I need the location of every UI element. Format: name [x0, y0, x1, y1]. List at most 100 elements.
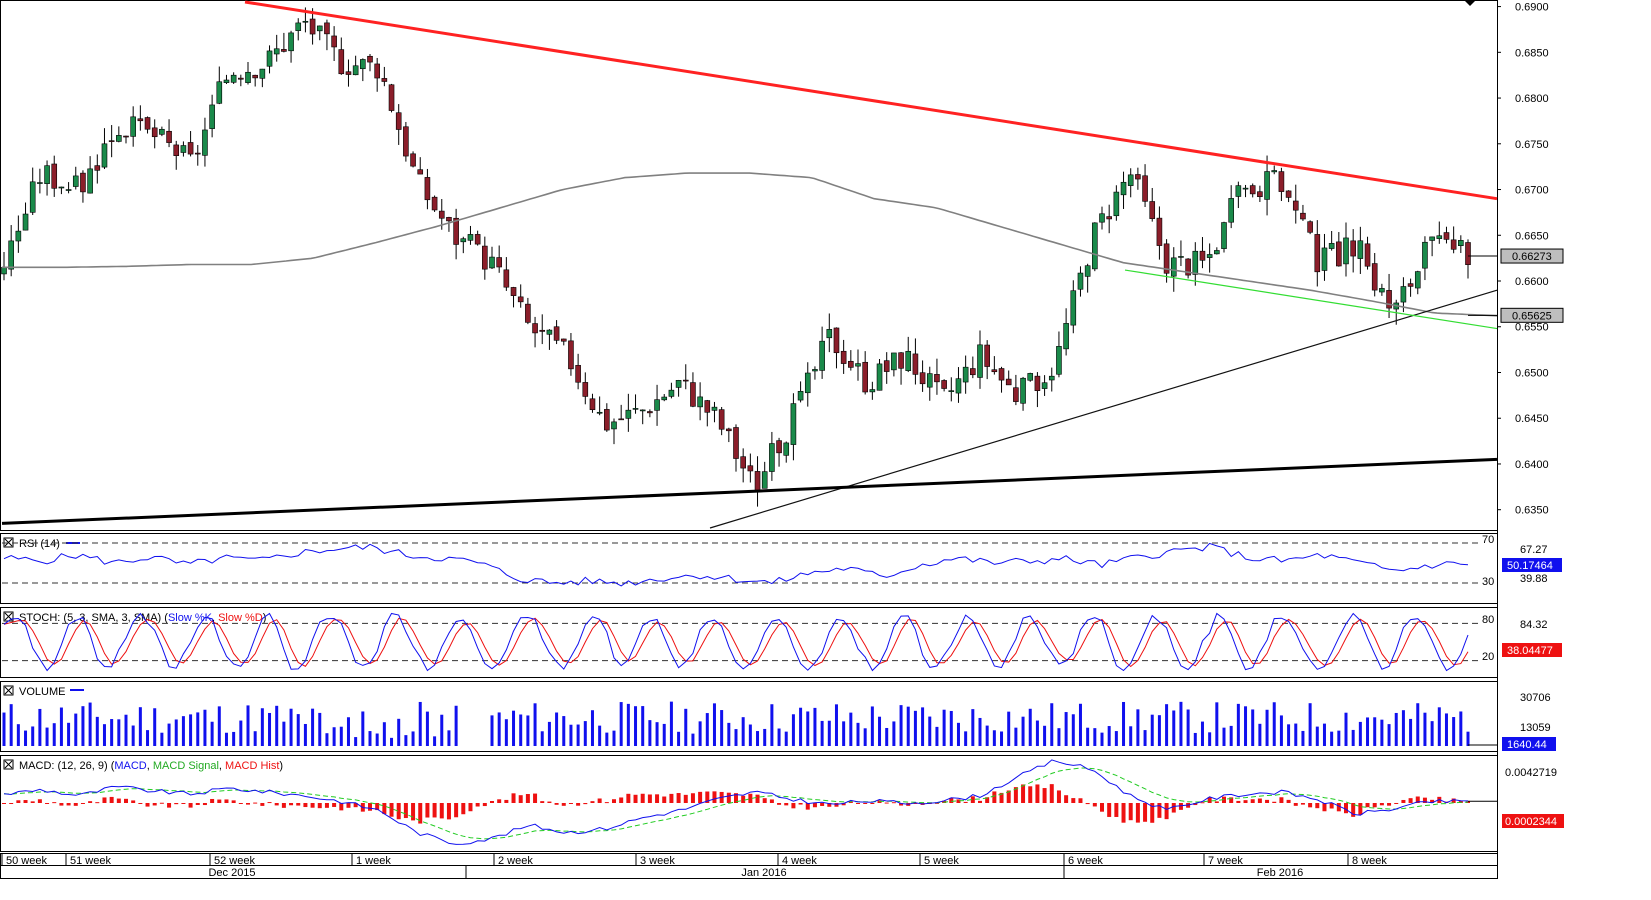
- volume-bar: [210, 721, 214, 746]
- volume-bar: [38, 708, 42, 746]
- rsi-axis-label-low: 39.88: [1520, 573, 1548, 585]
- macd-close-icon[interactable]: [3, 759, 14, 770]
- candle-bull: [1063, 323, 1069, 350]
- candle-bear: [474, 234, 481, 245]
- candle-bear: [496, 257, 502, 268]
- candle-bull: [797, 390, 804, 401]
- volume-bar: [1100, 732, 1104, 746]
- macd-hist-bar: [1322, 803, 1327, 812]
- macd-hist-bar: [784, 803, 789, 806]
- macd-hist-bar: [418, 803, 423, 824]
- candle-bull: [625, 409, 632, 419]
- price-tick-label: 0.6850: [1515, 47, 1549, 59]
- rsi-line: [3, 542, 1469, 587]
- macd-hist-bar: [16, 800, 21, 803]
- candle-bear: [403, 126, 409, 157]
- candle-bull: [1092, 222, 1098, 270]
- candle-bull: [826, 329, 833, 339]
- macd-hist-bar: [576, 803, 581, 806]
- macd-hist-bar: [1056, 790, 1061, 803]
- candle-bear: [682, 379, 689, 382]
- volume-bar: [16, 724, 20, 746]
- macd-label-sep2: ,: [219, 760, 225, 772]
- macd-hist-bar: [1272, 801, 1277, 803]
- macd-hist-bar: [310, 803, 315, 808]
- macd-hist-bar: [690, 793, 695, 803]
- candle-bear: [1300, 212, 1306, 220]
- volume-bar: [311, 708, 315, 746]
- macd-hist-bar: [590, 801, 595, 803]
- candle-bear: [80, 172, 86, 193]
- macd-hist-bar: [403, 803, 408, 819]
- macd-hist-bar: [726, 792, 731, 803]
- macd-hist-bar: [956, 799, 961, 803]
- candle-bear: [582, 382, 589, 397]
- macd-hist-bar: [1300, 803, 1305, 805]
- volume-bar: [720, 710, 724, 746]
- candle-bull: [1321, 247, 1328, 271]
- candle-bull: [855, 363, 861, 367]
- rsi-panel: RSI (14) 70 30 67.27 39.88 50.17464: [2, 534, 1562, 588]
- volume-bar: [777, 728, 781, 746]
- candle-bear: [238, 77, 244, 80]
- macd-hist-bar: [66, 803, 71, 806]
- volume-bar: [619, 702, 623, 746]
- volume-bar: [885, 727, 889, 746]
- candle-bear: [919, 372, 926, 385]
- macd-hist-bar: [698, 791, 703, 803]
- macd-hist-bar: [999, 792, 1004, 803]
- volume-bar: [504, 719, 508, 746]
- macd-hist-bar: [762, 798, 767, 803]
- macd-label-prefix: MACD: (12, 26, 9) (: [19, 760, 115, 772]
- macd-hist-bar: [23, 800, 28, 803]
- macd-hist-bar: [482, 803, 487, 807]
- macd-hist-bar: [863, 803, 868, 804]
- macd-hist-bar: [583, 803, 588, 805]
- candle-bear: [1034, 375, 1041, 392]
- macd-hist-bar: [238, 803, 243, 804]
- macd-hist-bar: [1415, 796, 1420, 803]
- scroll-marker-icon[interactable]: [1464, 0, 1476, 6]
- macd-hist-bar: [217, 799, 222, 803]
- week-label: 7 week: [1208, 855, 1243, 867]
- volume-bar: [583, 721, 587, 746]
- macd-hist-bar: [45, 803, 50, 804]
- volume-bar: [59, 707, 63, 746]
- macd-hist-bar: [1257, 798, 1262, 803]
- candle-bear: [187, 142, 194, 155]
- candle-bull: [29, 181, 36, 213]
- candle-bull: [1343, 237, 1349, 265]
- volume-bar: [555, 712, 559, 746]
- price-axis: 0.6900 0.6850 0.6800 0.6750 0.6700 0.6650 0.66…: [1497, 2, 1549, 517]
- macd-hist-bar: [834, 803, 839, 807]
- rsi-level-70: 70: [1482, 534, 1494, 546]
- volume-bar: [418, 701, 422, 746]
- rsi-current-tag: [1502, 558, 1562, 572]
- macd-series: [2, 759, 1497, 845]
- macd-hist-bar: [1035, 784, 1040, 803]
- volume-bar: [648, 720, 652, 746]
- volume-bar: [1078, 703, 1082, 746]
- volume-bar: [124, 714, 128, 746]
- candle-bull: [1192, 250, 1199, 275]
- candle-bull: [769, 443, 775, 472]
- volume-bar: [1007, 711, 1011, 746]
- macd-hist-bar: [1200, 802, 1205, 804]
- volume-bar: [605, 732, 609, 746]
- macd-hist-bar: [1028, 786, 1033, 803]
- macd-hist-bar: [1401, 799, 1406, 803]
- candle-bear: [194, 152, 201, 155]
- macd-hist-bar: [1250, 799, 1255, 803]
- volume-bar: [361, 711, 365, 746]
- macd-hist-bar: [231, 800, 236, 803]
- macd-hist-bar: [1193, 803, 1198, 806]
- week-label: 2 week: [498, 855, 533, 867]
- candle-bear: [151, 127, 158, 138]
- candle-bull: [1048, 375, 1055, 381]
- volume-panel: VOLUME 30706 13059 1640.44: [2, 685, 1556, 751]
- candle-bull: [460, 238, 467, 243]
- volume-bar: [942, 709, 946, 746]
- macd-hist-bar: [346, 803, 351, 808]
- volume-close-icon[interactable]: [3, 685, 14, 696]
- macd-hist-bar: [884, 802, 889, 804]
